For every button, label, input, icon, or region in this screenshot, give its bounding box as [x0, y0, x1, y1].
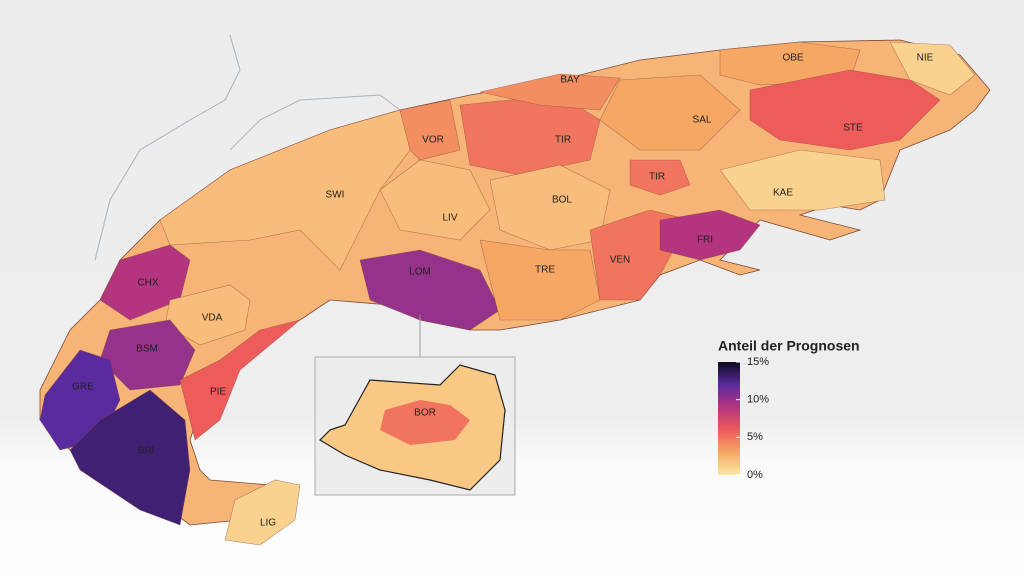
region-label: VDA	[202, 313, 223, 324]
colorbar-tick-label: 15%	[747, 356, 769, 368]
legend-title: Anteil der Prognosen	[718, 338, 860, 354]
region-label: BSM	[136, 344, 158, 355]
region-label: FRI	[697, 235, 713, 246]
region-label: TIR	[649, 172, 665, 183]
region	[719, 149, 886, 211]
region-label: GRE	[72, 382, 94, 393]
region	[599, 74, 741, 151]
colorbar-tick-label: 0%	[747, 469, 763, 481]
region-label: KAE	[773, 188, 793, 199]
region	[889, 41, 976, 96]
inset-region	[380, 400, 470, 445]
inset-label: BOR	[414, 408, 436, 419]
region-label: NIE	[917, 53, 934, 64]
colorbar	[718, 362, 740, 475]
legend: Anteil der Prognosen 15% 10% 5% 0%	[718, 338, 860, 481]
region-label: SAL	[693, 115, 712, 126]
region	[179, 319, 301, 441]
inset: BOR	[319, 364, 506, 491]
region-label: SWI	[326, 190, 345, 201]
region-label: TRE	[535, 265, 555, 276]
region-label: BOL	[552, 195, 572, 206]
region-label: LOM	[409, 267, 431, 278]
region-label: VEN	[610, 255, 631, 266]
region	[224, 479, 301, 546]
region	[749, 69, 941, 151]
colorbar-tick-label: 10%	[747, 394, 769, 406]
region-label: PIE	[210, 387, 226, 398]
region-label: OBE	[782, 53, 803, 64]
regions: VOR TIR BAY SAL OBE NIE STE KAE TIR BOL SWI LIV LOM T…	[39, 41, 976, 546]
region-label: BAY	[560, 75, 580, 86]
region	[69, 389, 191, 526]
region	[659, 209, 761, 261]
colorbar-tick-label: 5%	[747, 431, 763, 443]
region-label: TIR	[555, 135, 571, 146]
region-label: VOR	[422, 135, 444, 146]
region	[629, 159, 691, 196]
region-label: CHX	[137, 278, 158, 289]
region-label: LIV	[442, 213, 457, 224]
region	[479, 239, 601, 321]
border-line	[94, 34, 401, 261]
region-label: STE	[843, 123, 863, 134]
region	[379, 159, 491, 241]
region-label: LIG	[260, 518, 276, 529]
region	[359, 249, 501, 331]
region	[479, 73, 621, 111]
region-label: BRI	[138, 446, 155, 457]
region	[159, 109, 411, 271]
